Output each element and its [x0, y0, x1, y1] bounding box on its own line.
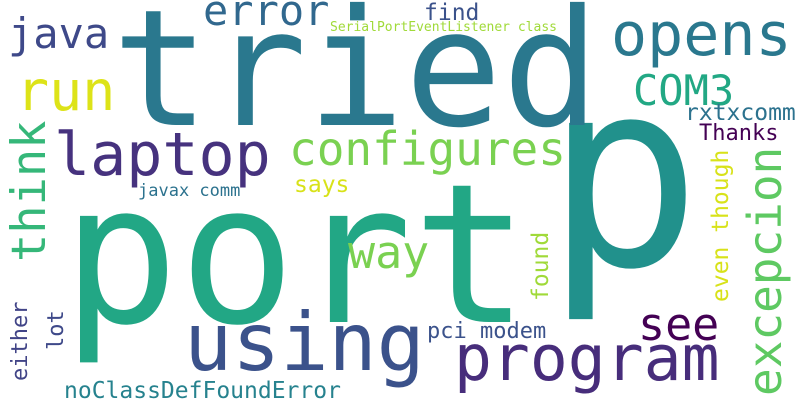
word: using	[184, 296, 425, 389]
word: error	[203, 0, 329, 35]
word: noClassDefFoundError	[64, 378, 341, 400]
word: SerialPortEventListener class	[330, 20, 557, 35]
word: find	[424, 0, 479, 26]
word: either	[8, 302, 33, 381]
word: pci modem	[427, 319, 546, 344]
word: program	[454, 322, 720, 395]
word: run	[16, 59, 115, 123]
word: see	[638, 298, 719, 351]
word: tried	[112, 0, 600, 164]
word: rxtxcomm	[685, 100, 796, 126]
word: p	[545, 25, 702, 327]
word: COM3	[633, 66, 734, 115]
word: javax comm	[138, 181, 240, 201]
word: think	[2, 121, 57, 262]
word: found	[528, 232, 554, 301]
word: says	[294, 172, 349, 198]
word: excepcion	[738, 147, 792, 396]
word: lot	[44, 310, 69, 350]
word: port	[62, 142, 529, 368]
word: even though	[708, 150, 734, 302]
word: way	[348, 226, 429, 279]
word: laptop	[54, 120, 271, 190]
word: java	[8, 9, 109, 58]
word: configures	[289, 122, 566, 176]
word: Thanks	[699, 121, 778, 146]
word: opens	[611, 0, 792, 70]
